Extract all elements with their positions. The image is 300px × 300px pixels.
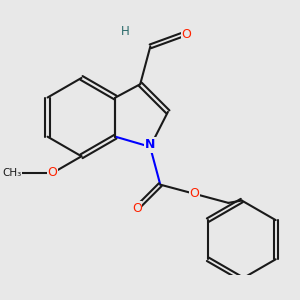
Text: H: H [121,25,129,38]
Text: CH₃: CH₃ [2,168,21,178]
Text: O: O [182,28,191,41]
Text: O: O [189,187,199,200]
Text: N: N [145,138,155,151]
Text: O: O [48,167,58,179]
Text: O: O [132,202,142,215]
